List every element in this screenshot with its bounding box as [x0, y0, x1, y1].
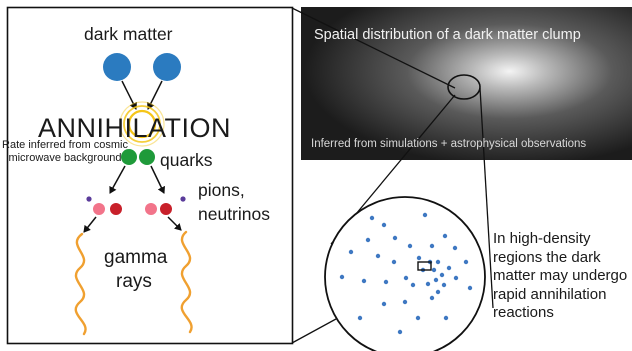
- neutrinos-label: neutrinos: [198, 204, 270, 224]
- rate-note: Rate inferred from cosmic microwave back…: [2, 139, 128, 164]
- pion-left-pink: [93, 203, 105, 215]
- arrow-quark-left: [109, 165, 126, 194]
- quarks-label: quarks: [160, 150, 213, 170]
- annihilation-glow: [119, 101, 165, 147]
- clump-panel-title: Spatial distribution of a dark matter cl…: [314, 27, 581, 43]
- zoom-scatter-points: [339, 212, 473, 335]
- zoom-connector-right: [479, 87, 494, 309]
- neutrino-left: [86, 196, 92, 202]
- dark-matter-particle-right: [153, 53, 181, 81]
- clump-density-image: [301, 7, 632, 160]
- clump-panel-subtitle: Inferred from simulations + astrophysica…: [311, 138, 587, 150]
- annihilation-panel-frame: [6, 6, 294, 345]
- pion-right-pink: [145, 203, 157, 215]
- zoom-description: In high-density regions the dark matter …: [493, 230, 628, 322]
- quark-left: [121, 149, 137, 165]
- pion-right-red: [160, 203, 172, 215]
- quark-right: [139, 149, 155, 165]
- arrow-dm-left: [121, 80, 137, 110]
- arrow-dm-right: [147, 80, 163, 110]
- pions-label: pions,: [198, 180, 245, 200]
- zoom-circle: [324, 196, 486, 351]
- arrow-quark-right: [150, 165, 166, 194]
- connector-line-top: [291, 7, 456, 89]
- gamma-ray-left: [74, 232, 87, 336]
- dense-core-box: [417, 261, 432, 271]
- pion-left-red: [110, 203, 122, 215]
- arrow-pion-left: [83, 216, 97, 233]
- rays-label: rays: [116, 271, 152, 292]
- annihilation-label: ANNIHILATION: [38, 113, 232, 143]
- gamma-ray-right: [180, 230, 193, 334]
- arrow-pion-right: [167, 216, 182, 231]
- gamma-label: gamma: [104, 247, 168, 268]
- dark-matter-particle-left: [103, 53, 131, 81]
- clump-region-ellipse: [447, 74, 481, 100]
- dark-matter-label: dark matter: [84, 24, 173, 44]
- neutrino-right: [180, 196, 186, 202]
